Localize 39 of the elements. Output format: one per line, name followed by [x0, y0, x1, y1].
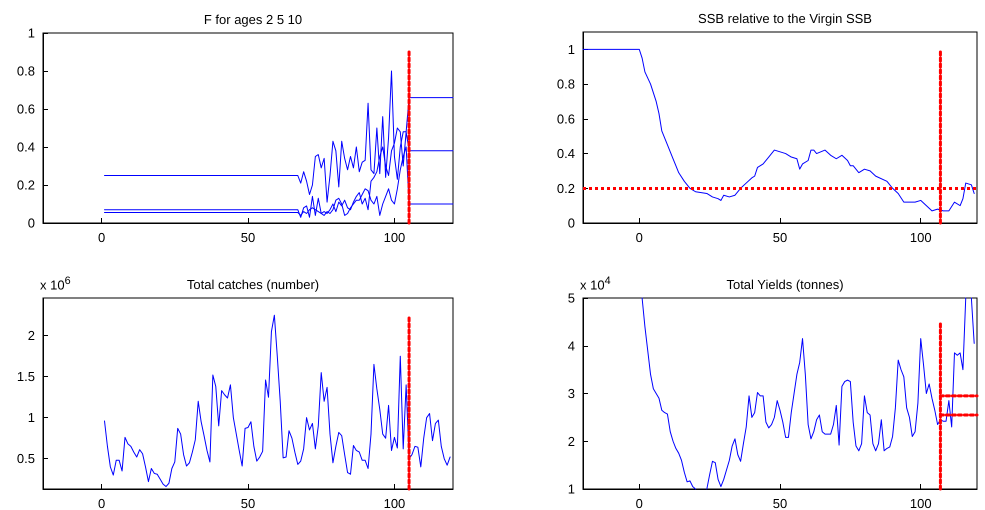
y-tick-label: 1 — [28, 410, 35, 426]
x-tick-label: 0 — [98, 230, 106, 245]
x-tick-label: 100 — [910, 496, 932, 510]
x-tick-label: 0 — [636, 496, 643, 510]
y-tick-label: 0.6 — [16, 102, 35, 116]
y-tick-label: 2 — [568, 434, 575, 449]
chart-title: SSB relative to the Virgin SSB — [698, 11, 872, 26]
y-tick-label: 0.8 — [16, 64, 35, 78]
y-tick-label: 1 — [568, 482, 575, 496]
y-tick-label: 0.8 — [556, 76, 575, 92]
y-tick-label: 1.5 — [16, 369, 35, 384]
chart-title: F for ages 2 5 10 — [204, 12, 302, 27]
y-tick-label: 0 — [28, 216, 35, 230]
y-axis-title: x 10$^{6}$ — [40, 275, 71, 292]
y-tick-label: 0.6 — [556, 111, 575, 126]
y-tick-label: 2 — [28, 328, 35, 344]
y-tick-label: 4 — [568, 338, 575, 354]
y-tick-label: 3 — [568, 386, 575, 401]
x-tick-label: 50 — [772, 230, 788, 245]
x-tick-label: 100 — [910, 230, 932, 245]
y-tick-label: 1 — [568, 42, 575, 57]
x-tick-label: 0 — [636, 230, 643, 245]
x-tick-label: 100 — [384, 496, 406, 510]
y-tick-label: 0.2 — [556, 180, 575, 196]
x-tick-label: 100 — [384, 230, 406, 245]
x-tick-label: 50 — [772, 496, 788, 510]
y-axis-title: x 10$^{4}$ — [580, 275, 611, 292]
y-tick-label: 5 — [568, 290, 575, 306]
chart-title: Total catches (number) — [186, 277, 320, 292]
x-tick-label: 50 — [240, 230, 256, 245]
y-tick-label: 0 — [568, 216, 575, 230]
y-tick-label: 0.4 — [16, 140, 35, 154]
y-tick-label: 1 — [28, 26, 35, 40]
x-tick-label: 0 — [98, 496, 106, 510]
y-tick-label: 0.4 — [556, 146, 575, 162]
x-tick-label: 50 — [240, 496, 256, 510]
y-tick-label: 0.5 — [16, 451, 35, 466]
chart-title: Total Yields (tonnes) — [726, 277, 844, 292]
y-tick-label: 0.2 — [16, 178, 35, 192]
